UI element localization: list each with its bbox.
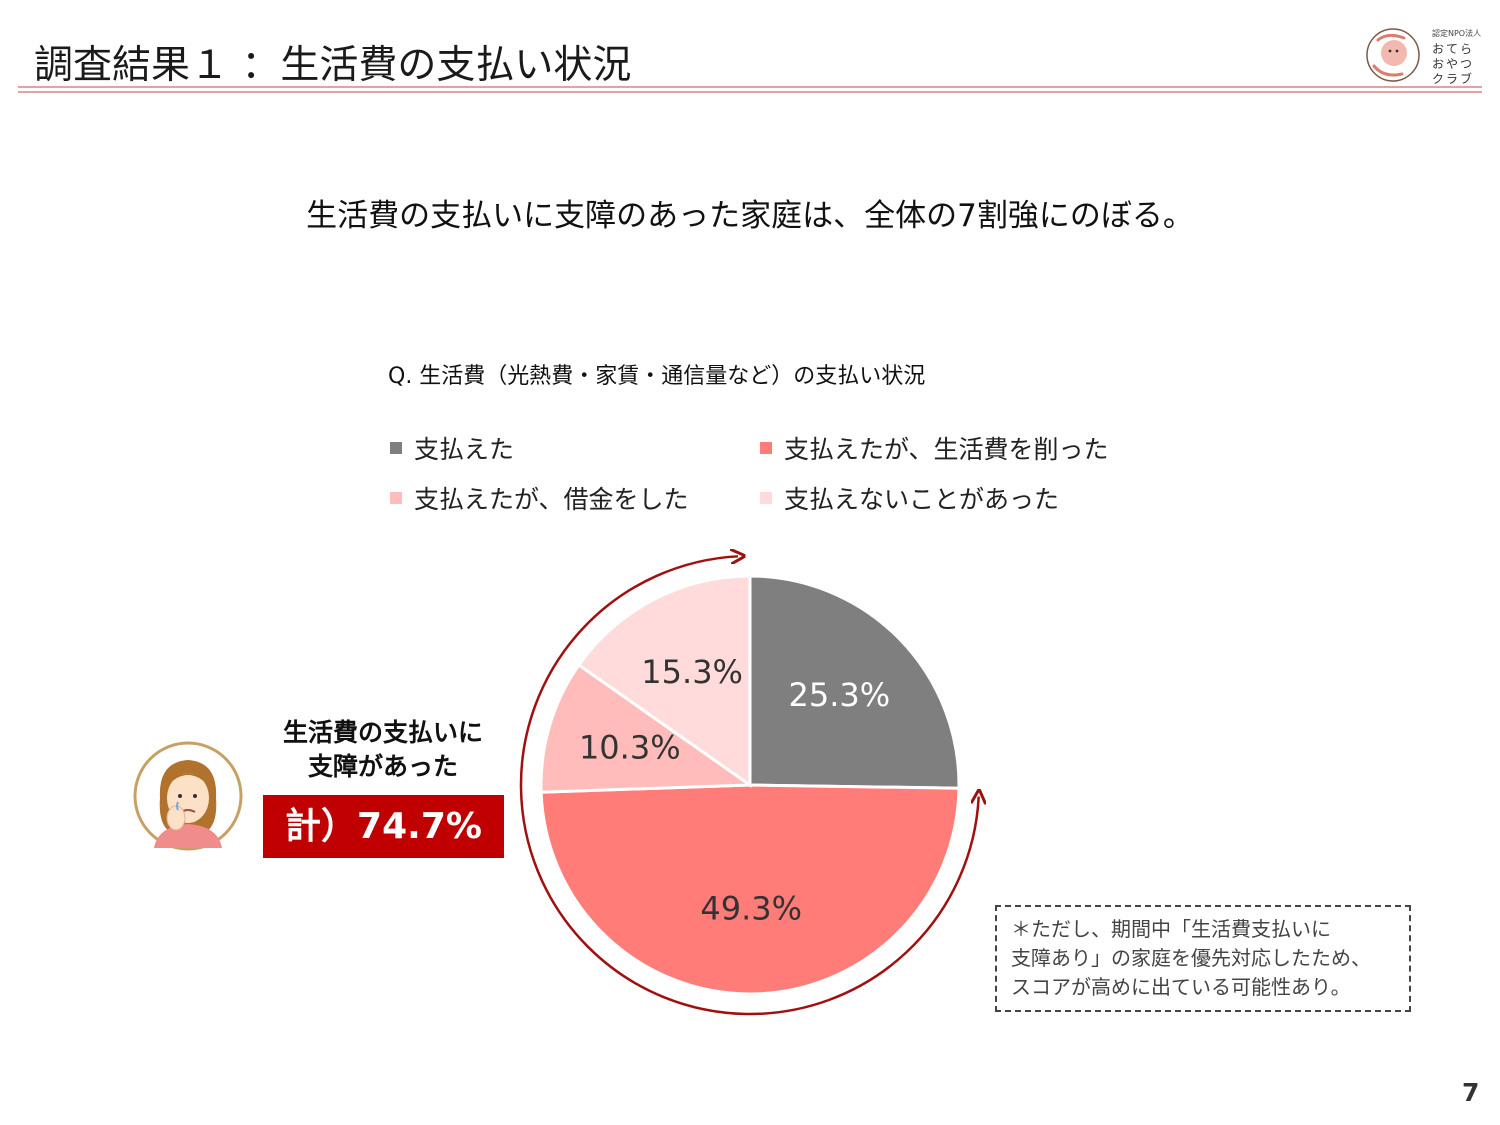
legend-item: 支払えた: [390, 430, 514, 466]
callout-line: 支障があった: [307, 752, 458, 781]
legend-label: 支払えた: [414, 435, 515, 464]
title-underline: [18, 86, 1482, 88]
pie-data-label: 25.3%: [789, 676, 891, 714]
legend-item: 支払えたが、生活費を削った: [760, 430, 1109, 466]
logo-org-type: 認定NPO法人: [1432, 29, 1482, 38]
legend-item: 支払えたが、借金をした: [390, 480, 689, 516]
page-number: 7: [1462, 1078, 1480, 1107]
legend-swatch: [390, 492, 402, 504]
survey-question: Q. 生活費（光熱費・家賃・通信量など）の支払い状況: [388, 364, 926, 389]
legend-swatch: [760, 492, 772, 504]
logo-text-line: おやつ: [1432, 57, 1475, 71]
footnote-line: 支障あり」の家庭を優先対応したため、: [1011, 946, 1371, 970]
footnote-box: ＊ただし、期間中「生活費支払いに 支障あり」の家庭を優先対応したため、 スコアが…: [995, 905, 1411, 1012]
legend-label: 支払えないことがあった: [784, 485, 1060, 514]
pie-slice: [539, 783, 961, 996]
callout-line: 生活費の支払いに: [282, 718, 483, 747]
legend-label: 支払えたが、借金をした: [414, 485, 689, 514]
pie-slice: [539, 662, 755, 794]
callout-text: 生活費の支払いに 支障があった: [258, 716, 508, 784]
legend-swatch: [760, 442, 772, 454]
legend-swatch: [390, 442, 402, 454]
range-arrow: [519, 556, 979, 1016]
total-badge: 計）74.7%: [263, 795, 504, 858]
legend-item: 支払えないことがあった: [760, 480, 1059, 516]
org-logo: 認定NPO法人 おてら おやつ クラブ: [1364, 22, 1484, 88]
logo-text-line: おてら: [1432, 42, 1475, 56]
pie-chart: 25.3% 49.3% 10.3% 15.3%: [519, 540, 990, 1016]
logo-mark-icon: [1366, 28, 1420, 82]
slide-title: 調査結果１ ：生活費の支払い状況: [34, 43, 632, 88]
worried-person-icon: [133, 741, 243, 851]
title-underline-secondary: [18, 91, 1482, 93]
footnote-line: スコアが高めに出ている可能性あり。: [1011, 975, 1351, 999]
pie-data-label: 10.3%: [579, 728, 681, 766]
pie-data-label: 15.3%: [641, 653, 743, 691]
pie-data-label: 49.3%: [700, 889, 802, 927]
headline: 生活費の支払いに支障のあった家庭は、全体の7割強にのぼる。: [306, 198, 1194, 234]
legend-label: 支払えたが、生活費を削った: [784, 435, 1109, 464]
chart-legend: 支払えた 支払えたが、生活費を削った 支払えたが、借金をした 支払えないことがあ…: [390, 428, 1150, 524]
footnote-line: ＊ただし、期間中「生活費支払いに: [1011, 917, 1331, 941]
logo-text-line: クラブ: [1432, 72, 1475, 86]
